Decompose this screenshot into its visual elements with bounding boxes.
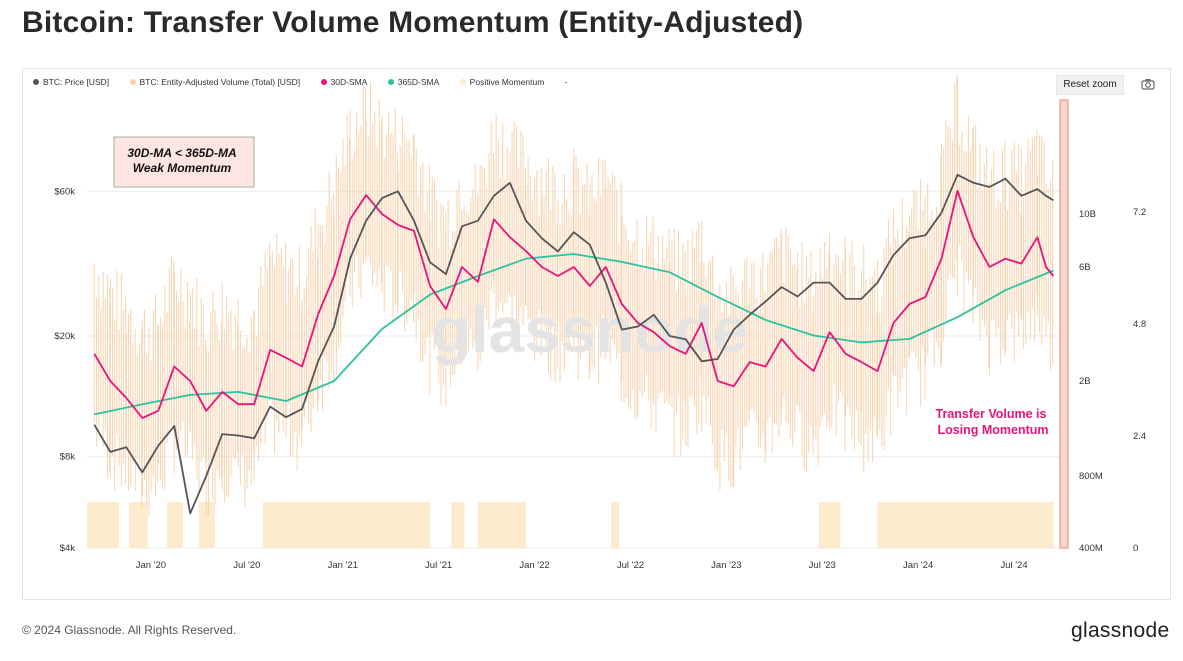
legend-dot [129,79,136,85]
x-tick-label: Jan '24 [903,560,933,571]
losing-momentum-text: Losing Momentum [937,423,1048,437]
legend-label: BTC: Entity-Adjusted Volume (Total) [USD… [139,77,301,87]
legend-dot [387,79,394,85]
x-tick-label: Jan '23 [711,560,741,571]
x-tick-label: Jan '20 [136,560,166,571]
watermark: glassnode [432,294,749,366]
series-line-30d-sma [93,189,1055,419]
momentum-band [87,502,119,548]
momentum-band [877,502,1054,548]
y-price-tick-label: $4k [60,543,76,554]
y-price-tick-label: $60k [54,186,75,197]
y-volume-tick-label: 400M [1079,543,1103,554]
legend-dot [459,79,466,85]
positive-momentum-bands [87,502,1054,548]
x-tick-label: Jan '21 [328,560,358,571]
legend-item-positive-momentum[interactable]: Positive Momentum [459,77,545,87]
momentum-band [198,502,215,548]
legend-dot [320,79,327,85]
x-tick-label: Jul '20 [233,560,260,571]
annotation-text: 30D-MA < 365D-MA [127,146,236,160]
momentum-band [477,502,526,548]
reset-zoom-button[interactable]: Reset zoom [1056,75,1124,95]
legend-label: Positive Momentum [469,77,545,87]
page-title: Bitcoin: Transfer Volume Momentum (Entit… [22,6,804,39]
current-period-highlight [1059,99,1069,549]
x-tick-label: Jul '21 [425,560,452,571]
legend-item-365d-sma[interactable]: 365D-SMA [387,77,440,87]
legend-item-dash[interactable]: - [565,77,568,87]
legend-item-30d-sma[interactable]: 30D-SMA [320,77,368,87]
glassnode-logo: glassnode [1071,619,1170,642]
y-momentum-tick-label: 4.8 [1133,319,1146,330]
x-tick-label: Jul '22 [617,560,644,571]
legend-item-price[interactable]: BTC: Price [USD] [33,77,109,87]
momentum-band [818,502,841,548]
camera-icon[interactable] [1141,78,1155,90]
legend-label: - [564,77,568,87]
losing-momentum-text: Transfer Volume is [936,407,1047,421]
y-momentum-tick-label: 0 [1133,543,1138,554]
y-momentum-tick-label: 2.4 [1133,431,1146,442]
x-tick-label: Jan '22 [519,560,549,571]
annotation-text: Weak Momentum [133,161,232,175]
momentum-band [451,502,465,548]
annotation-box [113,136,255,188]
momentum-band [611,502,620,548]
y-volume-tick-label: 800M [1079,471,1103,482]
series-line-365d-sma [94,253,1054,416]
y-volume-tick-label: 6B [1079,262,1091,273]
chart-legend: BTC: Price [USD] BTC: Entity-Adjusted Vo… [33,77,586,87]
legend-label: BTC: Price [USD] [43,77,110,87]
legend-dot [33,79,39,85]
legend-label: 30D-SMA [330,77,368,87]
y-momentum-tick-label: 7.2 [1133,207,1146,218]
momentum-band [262,502,430,548]
x-tick-label: Jul '23 [809,560,836,571]
chart-plot: glassnode $60k $20k $8k $4k 10B 6B 2B 800M 400M 7.… [54,75,1146,571]
y-volume-tick-label: 2B [1079,376,1091,387]
momentum-band [128,502,148,548]
legend-label: 365D-SMA [397,77,440,87]
y-price-tick-label: $8k [60,452,76,463]
series-line-btc-price-usd- [93,173,1054,515]
y-volume-tick-label: 10B [1079,209,1096,220]
x-tick-label: Jul '24 [1000,560,1027,571]
copyright-text: © 2024 Glassnode. All Rights Reserved. [22,623,237,637]
y-price-tick-label: $20k [54,331,75,342]
momentum-band [166,502,183,548]
legend-item-volume[interactable]: BTC: Entity-Adjusted Volume (Total) [USD… [129,77,301,87]
